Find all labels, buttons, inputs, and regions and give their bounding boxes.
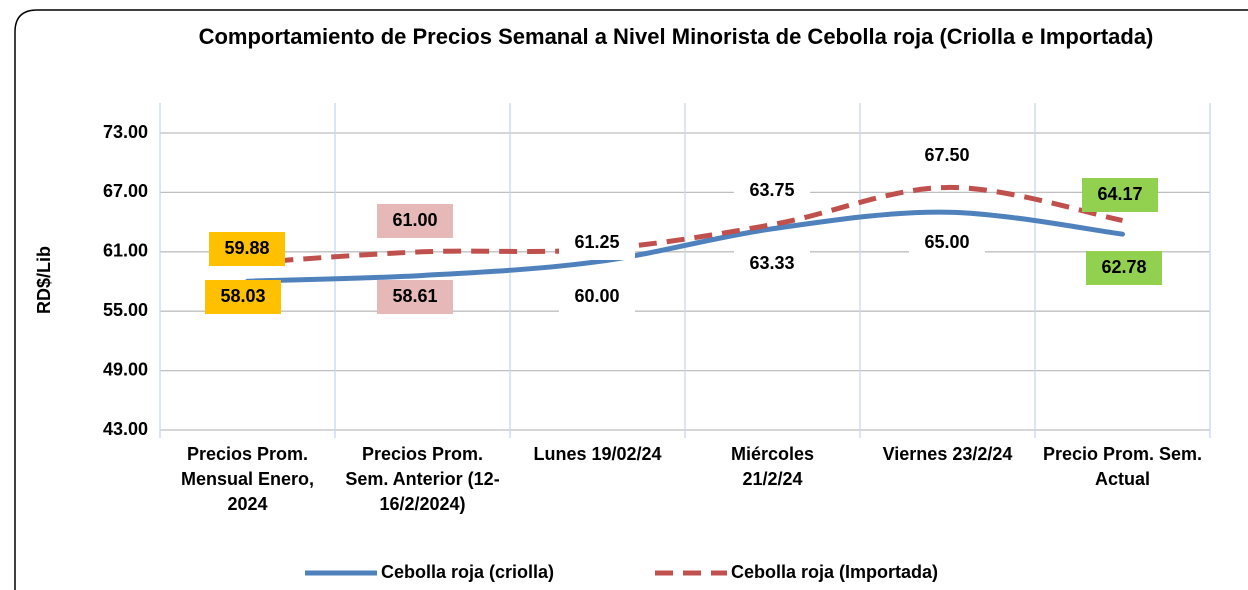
- value-label-bg: [734, 247, 810, 281]
- x-tick-label: Precios Prom. Mensual Enero, 2024: [180, 444, 315, 514]
- y-tick-label: 43.00: [103, 419, 148, 439]
- x-tick-label: Precios Prom. Sem. Anterior (12-16/2/202…: [345, 444, 500, 514]
- value-label-bg: [377, 204, 453, 238]
- line-series: [247, 184, 1123, 266]
- value-label-bg: [909, 139, 985, 173]
- value-label: 64.17: [1097, 184, 1142, 204]
- x-tick-label: Viernes 23/2/24: [882, 444, 1013, 464]
- y-tick-label: 61.00: [103, 241, 148, 261]
- frame: [14, 9, 1248, 590]
- value-label: 63.75: [749, 180, 794, 200]
- line-series: [245, 209, 1125, 284]
- x-tick-label: Precio Prom. Sem. Actual: [1042, 444, 1203, 489]
- value-label: 60.00: [574, 286, 619, 306]
- value-label: 65.00: [924, 232, 969, 252]
- value-label-bg: [734, 174, 810, 208]
- value-label-bg: [205, 280, 281, 314]
- x-tick-label: Miércoles 21/2/24: [730, 444, 815, 489]
- value-label: 61.25: [574, 232, 619, 252]
- value-label-bg: [1082, 178, 1158, 212]
- value-label-bg: [377, 280, 453, 314]
- legend-label: Cebolla roja (Importada): [731, 562, 938, 582]
- chart-title: Comportamiento de Precios Semanal a Nive…: [198, 24, 1154, 49]
- value-label: 59.88: [224, 238, 269, 258]
- y-tick-label: 67.00: [103, 181, 148, 201]
- value-label-bg: [559, 280, 635, 314]
- value-label: 62.78: [1101, 257, 1146, 277]
- y-axis-label: RD$/Lib: [34, 246, 54, 314]
- legend-label: Cebolla roja (criolla): [381, 562, 554, 582]
- x-tick-label: Lunes 19/02/24: [533, 444, 662, 464]
- value-label-bg: [909, 226, 985, 260]
- y-tick-label: 49.00: [103, 359, 148, 379]
- value-label-bg: [559, 226, 635, 260]
- y-tick-label: 55.00: [103, 300, 148, 320]
- value-label-bg: [209, 232, 285, 266]
- y-tick-label: 73.00: [103, 122, 148, 142]
- value-label: 58.61: [392, 286, 437, 306]
- value-label: 63.33: [749, 253, 794, 273]
- value-label: 61.00: [392, 210, 437, 230]
- value-label-bg: [1086, 251, 1162, 285]
- value-label: 67.50: [924, 145, 969, 165]
- value-label: 58.03: [220, 286, 265, 306]
